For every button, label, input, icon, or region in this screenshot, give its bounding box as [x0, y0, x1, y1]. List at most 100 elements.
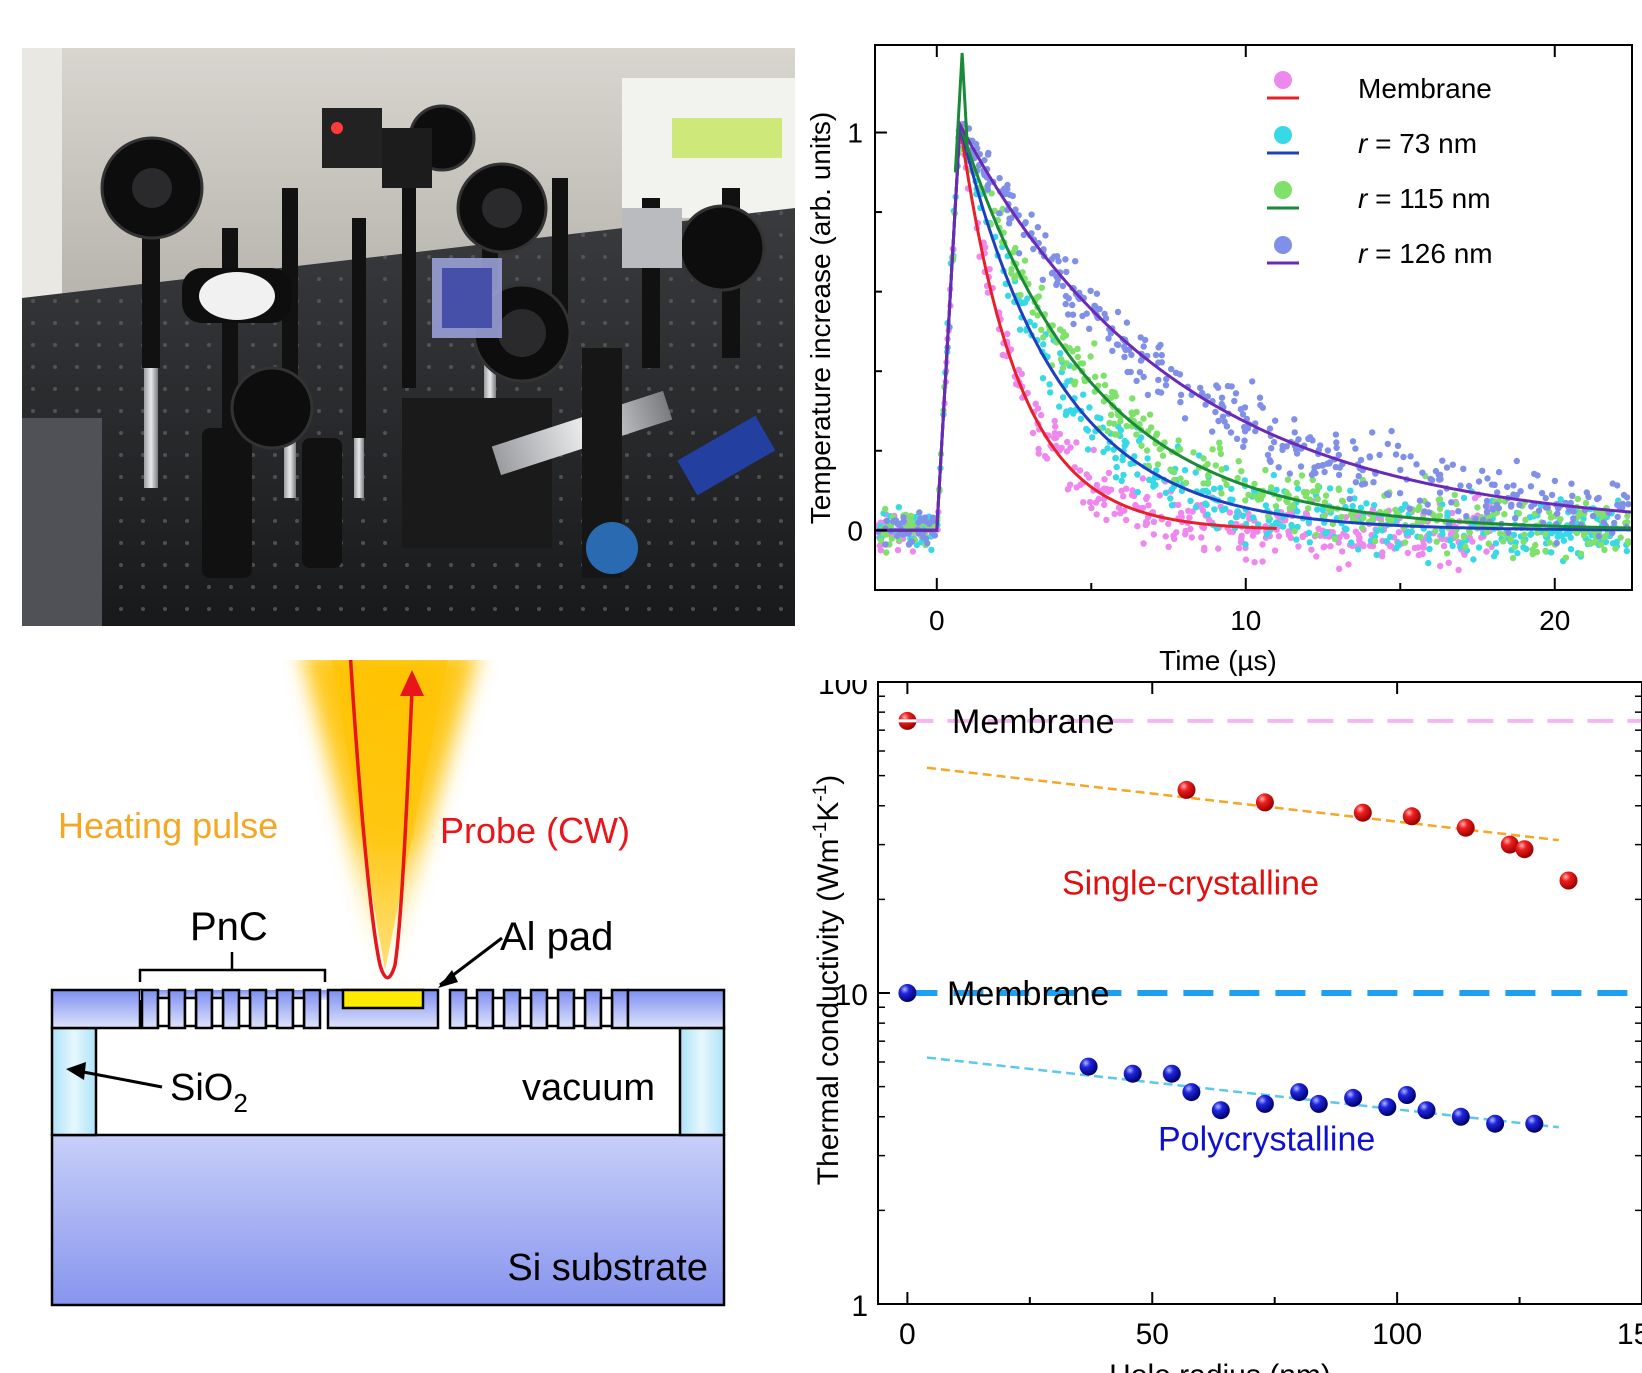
decay-data-point	[1472, 515, 1479, 523]
decay-data-point	[1255, 521, 1262, 528]
decay-data-point	[1484, 529, 1491, 536]
decay-data-point	[1411, 544, 1419, 552]
decay-data-point	[996, 174, 1003, 182]
decay-data-point	[984, 151, 992, 158]
decay-data-point	[1535, 507, 1543, 514]
decay-y-axis-label: Temperature increase (arb. units)	[805, 112, 836, 524]
decay-data-points	[875, 120, 1632, 574]
decay-data-point	[1213, 382, 1220, 389]
decay-data-point	[1373, 551, 1380, 558]
decay-data-point	[1460, 494, 1468, 502]
decay-data-point	[1436, 505, 1444, 512]
decay-data-point	[1062, 256, 1069, 263]
pnc-hole	[264, 996, 279, 1028]
decay-data-point	[1286, 470, 1293, 477]
decay-data-point	[1567, 534, 1574, 541]
decay-data-point	[1335, 451, 1342, 459]
decay-data-point	[1199, 389, 1206, 397]
decay-data-point	[1095, 495, 1102, 503]
decay-data-point	[1154, 388, 1162, 395]
decay-data-point	[1192, 469, 1199, 476]
decay-data-point	[1226, 509, 1234, 516]
decay-data-point	[1413, 461, 1420, 468]
decay-data-point	[1250, 514, 1257, 521]
polycrystalline-point	[1079, 1057, 1098, 1076]
decay-data-point	[1034, 224, 1042, 231]
decay-data-point	[1355, 546, 1362, 553]
decay-data-point	[1219, 413, 1227, 420]
decay-data-point	[1488, 481, 1496, 488]
temperature-decay-chart: 0 10 20 0 1 Time (µs) Temperature increase (…	[800, 20, 1642, 700]
decay-data-point	[1222, 505, 1229, 512]
decay-fit-curves	[875, 52, 1633, 532]
decay-data-point	[1087, 287, 1094, 294]
decay-data-point	[1366, 454, 1374, 461]
decay-data-point	[1259, 492, 1266, 499]
decay-data-point	[1406, 505, 1413, 512]
decay-data-point	[1069, 311, 1077, 318]
decay-data-point	[1335, 471, 1343, 479]
decay-data-point	[1110, 446, 1117, 453]
decay-data-point	[1162, 533, 1169, 540]
decay-data-point	[1259, 558, 1266, 565]
decay-data-point	[1182, 479, 1190, 487]
decay-data-point	[1402, 539, 1409, 546]
single-crystalline-label: Single-crystalline	[1062, 865, 1319, 903]
decay-data-point	[1483, 548, 1490, 555]
decay-data-point	[1215, 417, 1222, 425]
sio2-arrow-head	[66, 1062, 86, 1080]
decay-data-point	[1048, 270, 1056, 277]
decay-data-point	[1433, 538, 1440, 545]
decay-data-point	[1319, 462, 1327, 469]
legend-dot-0	[1274, 71, 1292, 89]
decay-data-point	[1080, 391, 1087, 398]
decay-data-point	[1275, 533, 1283, 540]
decay-data-point	[1062, 411, 1070, 419]
decay-data-point	[1100, 448, 1107, 456]
decay-data-point	[1035, 445, 1042, 453]
decay-data-point	[1133, 431, 1140, 438]
decay-data-point	[1567, 499, 1574, 507]
decay-data-point	[1091, 340, 1098, 347]
decay-data-point	[1199, 487, 1206, 495]
decay-data-point	[1363, 500, 1370, 507]
decay-data-point	[1181, 467, 1189, 474]
decay-data-point	[1624, 538, 1632, 545]
decay-data-point	[1155, 376, 1162, 384]
decay-data-point	[1302, 510, 1310, 517]
decay-data-point	[1123, 422, 1130, 430]
decay-data-point	[1402, 501, 1409, 508]
decay-data-point	[1322, 530, 1329, 537]
single_crystalline-point	[1177, 780, 1196, 799]
decay-data-point	[1152, 432, 1160, 439]
decay-data-point	[1239, 411, 1247, 418]
decay-data-point	[1426, 545, 1433, 553]
decay-data-point	[1542, 547, 1549, 555]
decay-data-point	[1089, 434, 1096, 441]
decay-data-point	[1436, 476, 1443, 483]
optical-setup-photo	[22, 48, 795, 626]
si-substrate-label: Si substrate	[507, 1247, 708, 1289]
decay-data-point	[1505, 529, 1512, 537]
decay-data-point	[908, 538, 915, 545]
decay-data-point	[1348, 539, 1355, 546]
decay-data-point	[1177, 475, 1184, 482]
decay-data-point	[1035, 450, 1042, 457]
decay-data-point	[1520, 538, 1527, 545]
decay-data-point	[1257, 401, 1264, 409]
decay-data-point	[1285, 531, 1293, 539]
decay-data-point	[1425, 509, 1432, 516]
decay-data-point	[1114, 308, 1122, 316]
decay-data-point	[1322, 492, 1330, 499]
polycrystalline-point	[898, 984, 917, 1002]
decay-data-point	[1264, 451, 1272, 459]
decay-data-point	[1514, 549, 1521, 557]
decay-data-point	[1443, 464, 1451, 471]
decay-data-point	[1453, 533, 1460, 540]
decay-data-point	[1266, 457, 1273, 464]
decay-data-point	[1118, 477, 1125, 484]
decay-data-point	[1379, 549, 1386, 556]
decay-data-point	[1053, 253, 1061, 260]
probe-beam	[348, 660, 414, 980]
decay-data-point	[1280, 523, 1287, 530]
